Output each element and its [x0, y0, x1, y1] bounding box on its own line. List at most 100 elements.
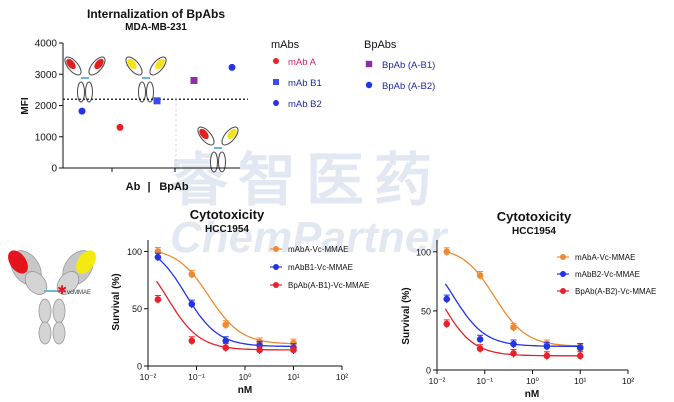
data-point	[510, 340, 517, 348]
chart-title: Cytotoxicity	[497, 209, 572, 224]
chart-subtitle: MDA-MB-231	[125, 22, 187, 33]
watermark-en: ChemPartner	[170, 213, 449, 262]
legend-marker	[273, 100, 279, 106]
legend-title-mabs: mAbs	[271, 39, 300, 51]
fit-curve	[445, 250, 583, 347]
x-tick-label: 10¹	[287, 372, 299, 382]
y-tick-label: 0	[137, 362, 142, 372]
y-tick-label: 100	[127, 247, 142, 257]
data-point	[154, 253, 162, 261]
data-point	[576, 352, 584, 360]
chart-title: Cytotoxicity	[190, 207, 265, 222]
y-axis-label: Survival (%)	[111, 273, 122, 330]
x-axis-label: nM	[238, 385, 252, 396]
data-point	[188, 337, 196, 345]
y-tick-label: 0	[426, 366, 431, 376]
legend-marker	[365, 81, 373, 89]
data-point	[476, 335, 484, 343]
legend-label: mAbA-Vc-MMAE	[575, 253, 635, 262]
y-tick-label: 1000	[35, 132, 58, 143]
data-point	[443, 320, 451, 328]
x-group-label-ab: Ab	[126, 181, 141, 193]
legend-marker	[273, 58, 279, 64]
data-point	[222, 344, 229, 351]
data-point	[222, 321, 229, 329]
x-group-separator: |	[147, 181, 150, 193]
legend-marker	[560, 288, 566, 294]
data-point	[154, 296, 162, 303]
adc-label: vcMMAE	[67, 290, 91, 296]
x-tick-label: 10⁻¹	[188, 372, 205, 382]
legend-marker	[273, 79, 279, 85]
antibody-icon-bispecific	[194, 123, 242, 173]
y-tick-label: 0	[51, 164, 57, 175]
x-group-label-bpab: BpAb	[159, 181, 189, 193]
legend-label: mAbB1-Vc-MMAE	[288, 263, 353, 272]
adc-icon: ✱ vcMMAE	[8, 250, 96, 345]
data-point-mab-b1	[153, 97, 161, 105]
legend-label: BpAb (A-B1)	[382, 60, 435, 71]
legend-marker	[273, 264, 279, 270]
legend-label: BpAb(A-B2)-Vc-MMAE	[575, 287, 656, 296]
legend-label: mAbB2-Vc-MMAE	[575, 270, 640, 279]
drug-star-icon: ✱	[57, 283, 67, 297]
cytotoxicity-chart-2: Cytotoxicity HCC1954 Survival (%) nM 0 50…	[401, 209, 656, 400]
data-point	[443, 248, 451, 256]
data-point-mab-a	[116, 123, 124, 131]
x-tick-label: 10⁰	[526, 376, 539, 386]
x-tick-label: 10²	[336, 372, 348, 382]
y-tick-label: 3000	[35, 70, 58, 81]
legend-title-bpabs: BpAbs	[364, 39, 397, 51]
x-tick-label: 10⁻¹	[476, 376, 493, 386]
x-tick-label: 10⁻²	[140, 372, 157, 382]
y-tick-label: 100	[416, 247, 431, 257]
x-axis-label: nM	[525, 389, 539, 400]
data-point	[222, 337, 229, 345]
legend-label: BpAb (A-B2)	[382, 81, 435, 92]
y-tick-label: 50	[132, 304, 142, 314]
y-axis-label: Survival (%)	[401, 287, 412, 344]
data-point	[543, 343, 551, 350]
legend-marker	[273, 246, 279, 252]
y-tick-label: 2000	[35, 101, 58, 112]
x-tick-label: 10²	[622, 376, 634, 386]
data-point-bpab-a-b1-	[190, 77, 198, 84]
legend: mAbs BpAbs mAb A mAb B1 mAb B2 BpAb (A-B1) B…	[271, 39, 435, 110]
legend-marker	[560, 271, 566, 277]
x-tick-label: 10¹	[574, 376, 586, 386]
data-point	[476, 272, 484, 279]
data-point	[510, 324, 517, 331]
fit-curve	[156, 256, 296, 348]
data-point	[188, 271, 196, 278]
y-axis-label: MFI	[20, 97, 31, 114]
x-tick-label: 10⁻²	[429, 376, 446, 386]
data-point	[510, 350, 517, 357]
cytotoxicity-chart-1: Cytotoxicity HCC1954 Survival (%) nM 0 50…	[111, 207, 369, 396]
data-point	[256, 346, 263, 354]
data-point-mab-b2	[78, 107, 86, 115]
chart-title: Internalization of BpAbs	[87, 7, 225, 21]
antibody-icon-b	[122, 53, 170, 103]
watermark: 睿智医药 ChemPartner	[170, 148, 449, 262]
legend-label: BpAb(A-B1)-Vc-MMAE	[288, 281, 369, 290]
data-point	[576, 344, 584, 351]
y-tick-label: 50	[421, 306, 431, 316]
data-point	[290, 346, 297, 354]
legend-marker	[365, 60, 373, 68]
legend-label: mAb B1	[288, 78, 322, 89]
data-point	[256, 342, 263, 349]
internalization-chart: Internalization of BpAbs MDA-MB-231 MFI …	[20, 7, 435, 193]
legend-marker	[273, 282, 279, 288]
chart-subtitle: HCC1954	[512, 226, 556, 237]
y-tick-label: 4000	[35, 39, 58, 50]
legend-label: mAb A	[288, 57, 317, 68]
data-point	[290, 339, 297, 347]
data-point	[443, 295, 451, 303]
x-tick-label: 10⁰	[239, 372, 252, 382]
legend-marker	[560, 254, 566, 260]
data-point	[188, 300, 196, 308]
data-point	[543, 352, 551, 360]
legend-label: mAbA-Vc-MMAE	[288, 245, 348, 254]
antibody-icon-a	[61, 53, 109, 103]
